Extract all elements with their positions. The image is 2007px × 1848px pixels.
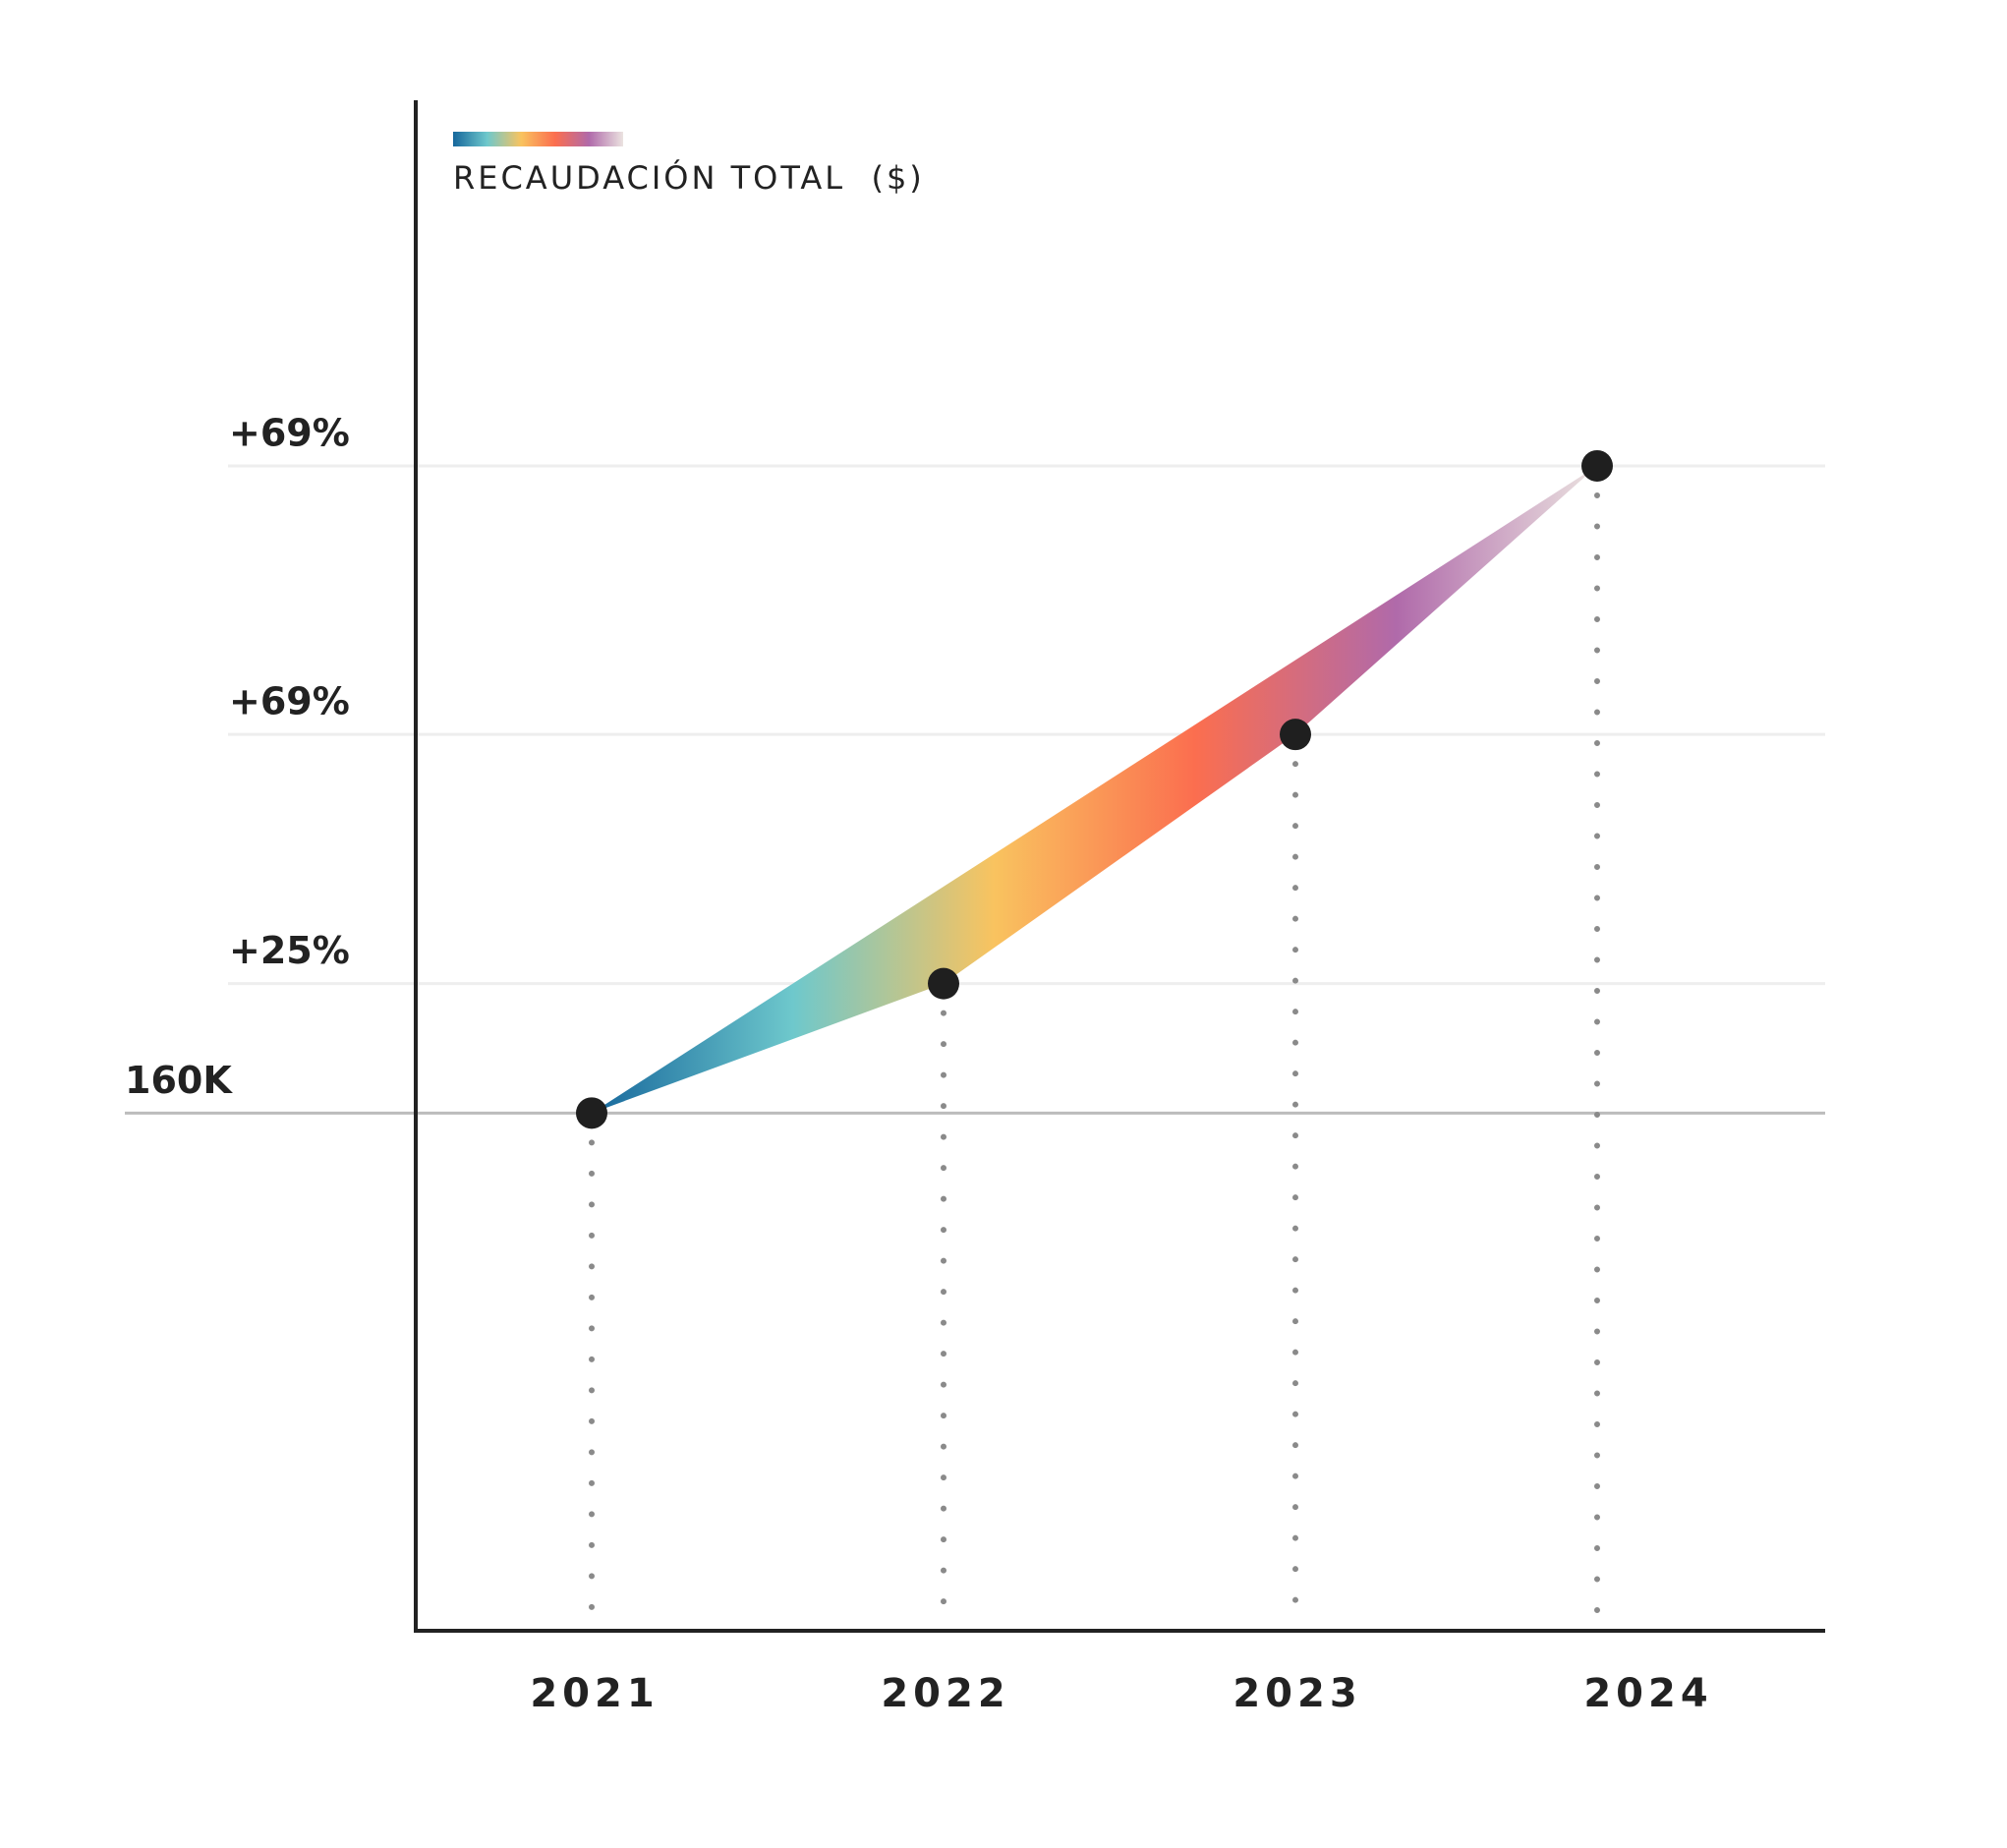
- y-tick-label: +69%: [229, 411, 350, 454]
- data-point: [1581, 449, 1613, 482]
- drop-lines: [589, 491, 1600, 1613]
- x-tick-label: 2024: [1583, 1671, 1712, 1716]
- x-tick-label: 2023: [1233, 1671, 1361, 1716]
- grid: [125, 464, 1825, 1115]
- legend-label: RECAUDACIÓN TOTAL ($): [453, 158, 925, 197]
- plot: [576, 449, 1613, 1129]
- data-point: [576, 1097, 607, 1129]
- ribbon-area: [592, 465, 1597, 1114]
- data-point: [1280, 719, 1311, 751]
- y-tick-label: +25%: [229, 929, 350, 972]
- x-tick-label: 2021: [530, 1671, 659, 1716]
- data-point: [928, 967, 959, 1000]
- y-tick-label: +69%: [229, 680, 350, 723]
- legend-swatch: [453, 132, 623, 146]
- y-tick-label: 160K: [125, 1059, 233, 1102]
- x-tick-label: 2022: [881, 1671, 1009, 1716]
